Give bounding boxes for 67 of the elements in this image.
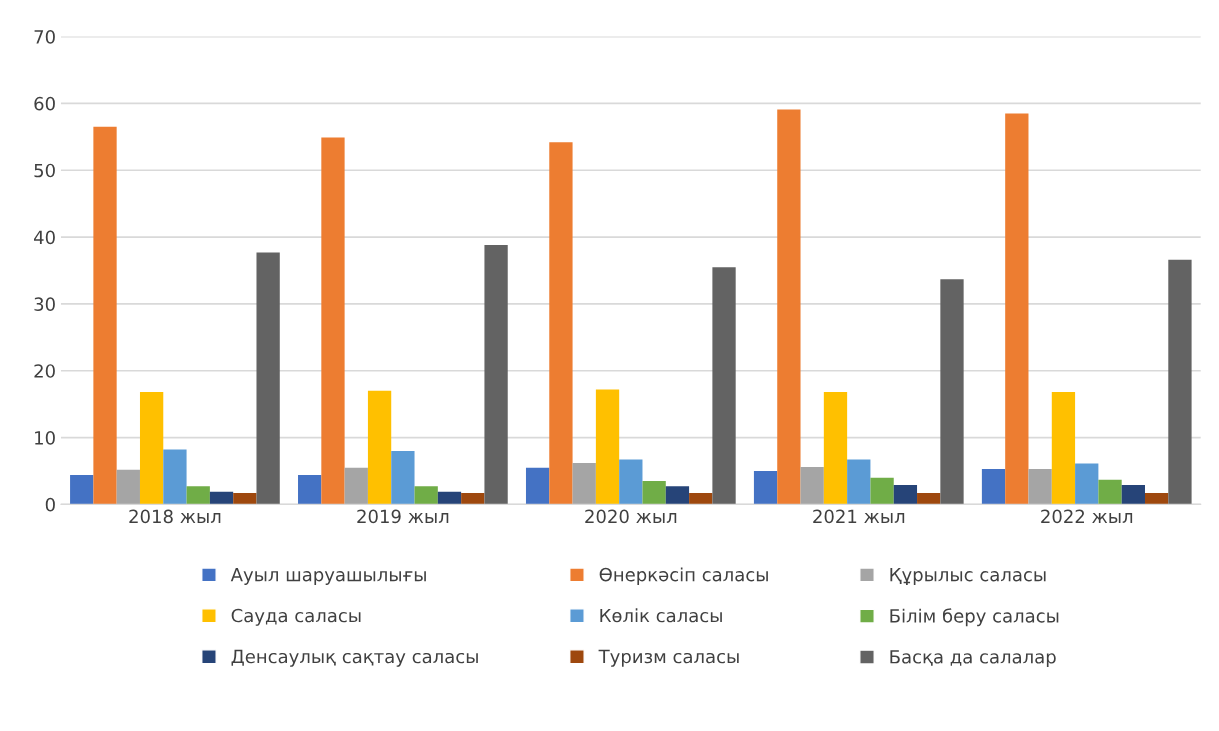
legend-label: Көлік саласы (600, 608, 722, 623)
bar (256, 252, 280, 505)
bar (981, 468, 1006, 505)
bar (298, 474, 322, 505)
x-tick-label: 2021 жыл (813, 509, 905, 524)
bar (595, 389, 620, 505)
bar (186, 486, 210, 505)
bar (549, 142, 573, 505)
bar (414, 486, 438, 505)
bar (461, 493, 485, 505)
bar (777, 109, 801, 505)
legend-label: Туризм саласы (598, 649, 739, 667)
x-tick-label: 2022 жыл (1041, 509, 1133, 524)
bar (1075, 463, 1099, 505)
bar (484, 245, 508, 505)
bar (753, 470, 778, 505)
y-tick-label: 40 (34, 230, 55, 245)
bar (870, 477, 894, 505)
bar (619, 459, 643, 505)
bar (665, 486, 690, 505)
y-tick-label: 20 (34, 364, 55, 378)
legend-label: Басқа да салалар (890, 650, 1056, 668)
bar (344, 467, 368, 505)
bar (1121, 485, 1145, 505)
bar (437, 491, 462, 505)
bar (847, 459, 871, 505)
legend-label: Құрылыс саласы (890, 567, 1046, 585)
bar (1005, 113, 1029, 505)
bar (163, 449, 187, 505)
bar (917, 493, 941, 505)
bar (321, 137, 345, 505)
y-tick-label: 70 (34, 30, 55, 44)
legend-label: Ауыл шаруашылығы (230, 567, 426, 585)
x-tick-label: 2018 жыл (129, 509, 221, 524)
y-tick-label: 10 (35, 431, 55, 445)
bar (1028, 468, 1052, 505)
bar (1098, 479, 1122, 505)
bar (712, 267, 736, 505)
x-tick-label: 2020 жыл (585, 509, 677, 524)
bar (1051, 392, 1076, 505)
bar (1144, 493, 1169, 505)
bar (70, 474, 94, 505)
legend-label: Сауда саласы (231, 608, 361, 626)
bar (642, 481, 666, 505)
y-tick-label: 60 (34, 96, 55, 111)
bar (116, 469, 140, 505)
bar (689, 493, 713, 505)
bar (391, 450, 415, 505)
bar (525, 467, 550, 505)
bar (367, 390, 392, 505)
x-tick-label: 2019 жыл (357, 509, 449, 524)
bar (93, 126, 117, 505)
bar (139, 392, 164, 505)
bar (1168, 259, 1192, 505)
y-tick-label: 50 (34, 163, 55, 178)
legend-label: Денсаулық сақтау саласы (231, 649, 478, 667)
bar (893, 485, 918, 505)
bar (233, 493, 257, 505)
bar (800, 466, 824, 505)
bar (823, 392, 848, 505)
bar (209, 491, 234, 505)
y-tick-label: 0 (45, 497, 55, 512)
bar (940, 279, 964, 505)
legend-label: Өнеркәсіп саласы (599, 567, 768, 585)
bar (572, 462, 596, 505)
y-tick-label: 30 (34, 297, 55, 311)
legend-label: Білім беру саласы (890, 608, 1059, 627)
